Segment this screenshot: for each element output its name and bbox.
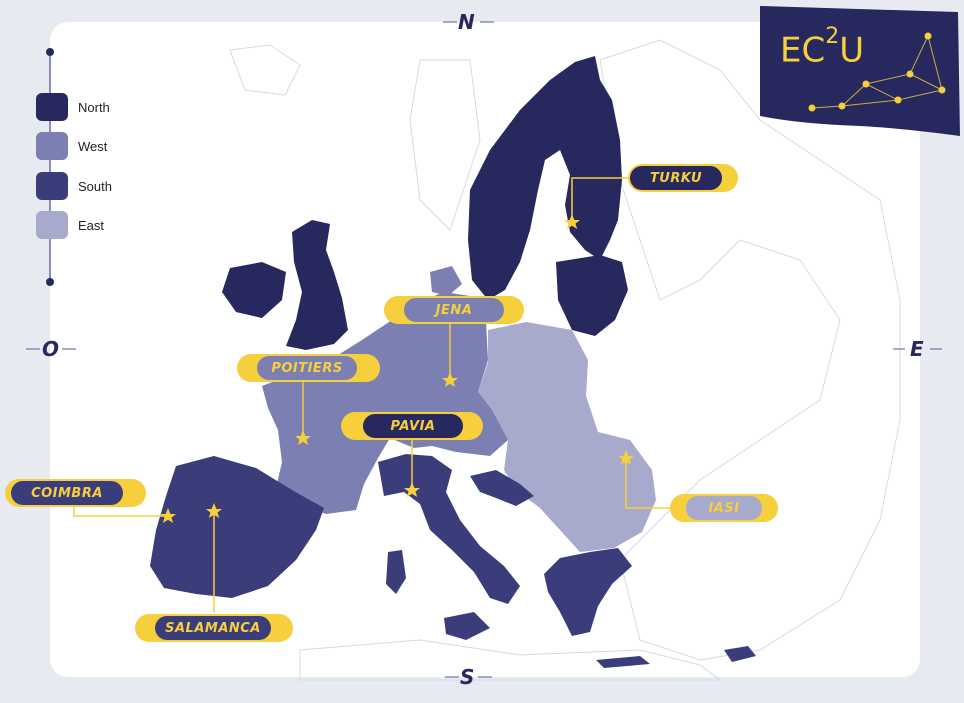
region-south-iberia [150,456,324,598]
region-west-denmark [430,266,462,296]
legend-swatch-south [36,172,68,200]
city-name-turku: TURKU [630,166,722,190]
legend-dot-top [46,48,54,56]
star-jena [442,372,458,387]
region-south-sardinia [386,550,406,594]
city-label-pavia[interactable]: PAVIA [341,412,483,440]
star-iasi [618,450,634,465]
legend-item-south: South [36,171,112,201]
legend-swatch-north [36,93,68,121]
city-connectors [73,177,672,612]
legend-item-west: West [36,131,107,161]
legend-label-north: North [78,99,110,115]
star-coimbra [160,508,176,523]
compass-west: O [42,337,60,361]
city-name-pavia: PAVIA [363,414,463,438]
city-label-iasi[interactable]: IASI [670,494,778,522]
city-name-poitiers: POITIERS [257,356,357,380]
compass-lines [26,21,942,678]
region-west [262,292,508,514]
legend-label-south: South [78,178,112,194]
city-label-jena[interactable]: JENA [384,296,524,324]
region-north-ireland [222,262,286,318]
legend-dot-bottom [46,278,54,286]
legend-item-north: North [36,92,110,122]
region-south-greece [544,548,632,636]
city-name-salamanca: SALAMANCA [155,616,271,640]
region-south-cyprus [724,646,756,662]
region-north-baltics [556,255,628,336]
city-label-coimbra[interactable]: COIMBRA [5,479,146,507]
city-stars [160,214,634,523]
background-land [229,39,901,681]
ec2u-logo-flag [760,6,960,136]
star-salamanca [206,503,222,518]
city-label-salamanca[interactable]: SALAMANCA [135,614,293,642]
city-label-poitiers[interactable]: POITIERS [237,354,380,382]
legend-label-east: East [78,217,105,233]
city-label-turku[interactable]: TURKU [628,164,738,192]
city-name-coimbra: COIMBRA [11,481,123,505]
city-name-iasi: IASI [686,496,762,520]
legend-item-east: East [36,210,104,240]
compass-north: N [458,10,475,34]
ec2u-logo-text: EC2U [780,24,865,71]
region-north-uk [286,220,348,350]
region-south-crete [596,656,650,668]
legend-line [49,52,51,282]
region-south-balkans [470,470,534,506]
legend-swatch-east [36,211,68,239]
star-turku [564,214,580,229]
legend-label-west: West [78,138,108,154]
city-name-jena: JENA [404,298,504,322]
star-poitiers [295,430,311,445]
compass-south: S [460,665,475,689]
region-north-scandinavia [468,56,622,300]
legend-swatch-west [36,132,68,160]
compass-east: E [910,337,924,361]
region-south-sicily [444,612,490,640]
star-pavia [404,482,420,497]
